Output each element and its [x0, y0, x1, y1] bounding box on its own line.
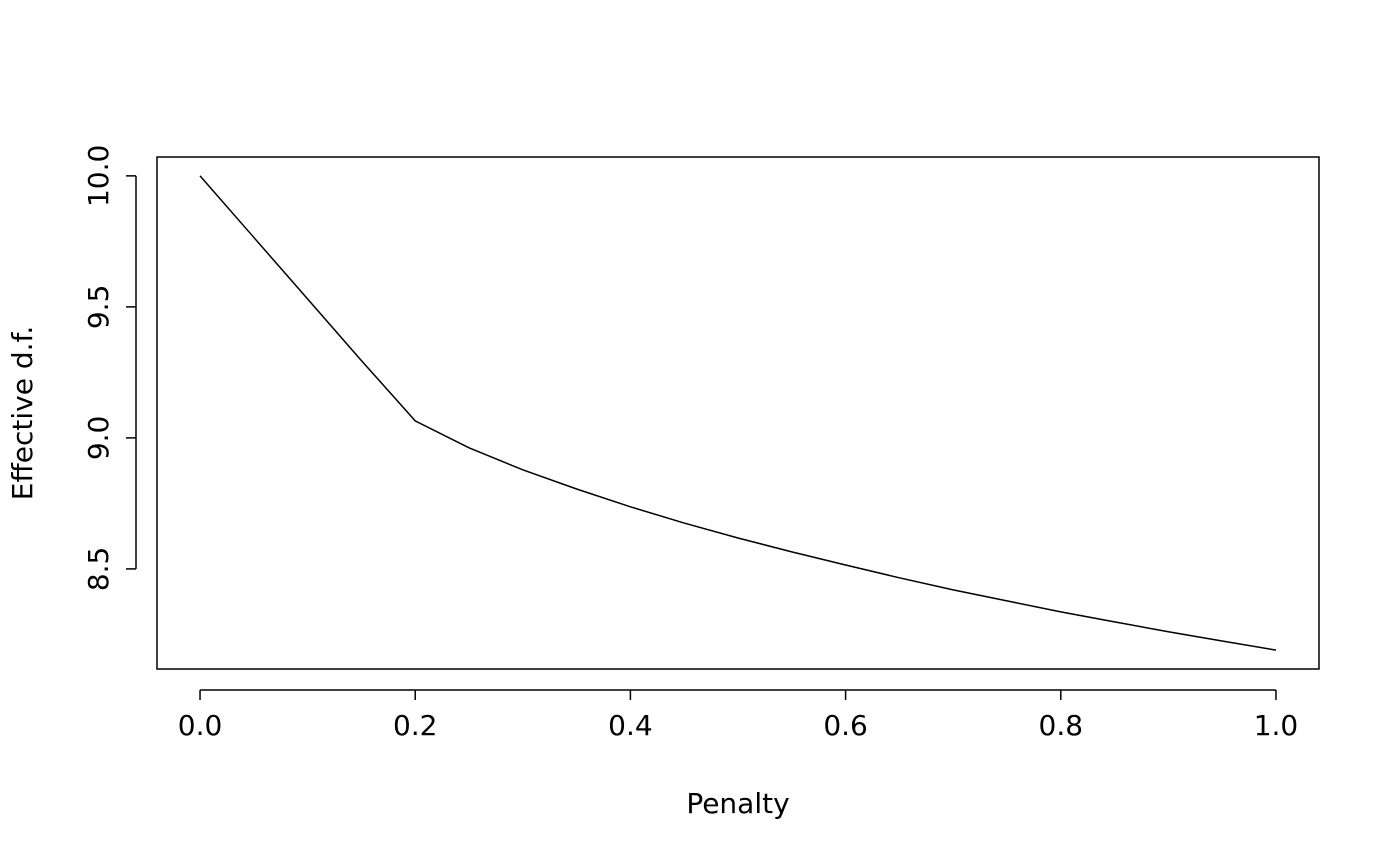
y-tick-label: 9.5	[82, 285, 115, 330]
x-axis-label: Penalty	[686, 787, 789, 820]
x-tick-label: 0.0	[178, 709, 223, 742]
data-line	[199, 175, 1277, 651]
x-tick-label: 0.2	[393, 709, 438, 742]
y-tick-label: 8.5	[82, 547, 115, 592]
x-tick-label: 0.6	[823, 709, 868, 742]
x-tick-label: 1.0	[1254, 709, 1299, 742]
y-tick-label: 9.0	[82, 416, 115, 461]
x-tick-label: 0.4	[608, 709, 653, 742]
plot-frame	[156, 156, 1320, 670]
y-tick-label: 10.0	[82, 145, 115, 207]
y-axis-label: Effective d.f.	[6, 326, 39, 500]
x-tick-label: 0.8	[1039, 709, 1084, 742]
